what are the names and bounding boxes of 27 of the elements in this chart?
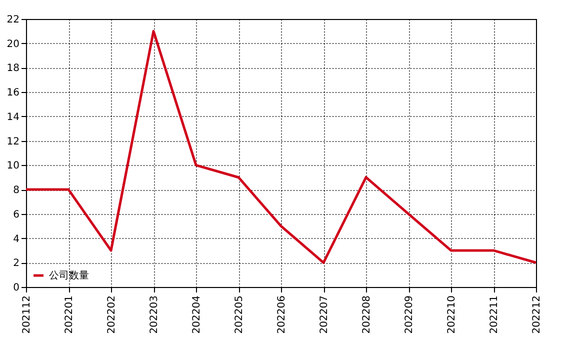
x-tick-label: 202209 bbox=[404, 296, 415, 334]
y-tick-label: 12 bbox=[6, 136, 20, 148]
x-tick-label: 202206 bbox=[276, 296, 288, 334]
legend-label: 公司数量 bbox=[49, 270, 89, 282]
x-tick-label: 202211 bbox=[489, 296, 500, 334]
y-tick-label: 20 bbox=[6, 38, 20, 50]
x-tick-label: 202210 bbox=[446, 296, 458, 334]
x-tick-label: 202212 bbox=[532, 296, 542, 334]
y-tick-label: 18 bbox=[6, 63, 20, 74]
y-tick-label: 22 bbox=[6, 14, 20, 26]
x-tick-label: 202202 bbox=[106, 296, 118, 334]
y-tick-label: 14 bbox=[6, 112, 20, 123]
line-series bbox=[24, 30, 538, 264]
y-tick-label: 2 bbox=[13, 258, 20, 270]
y-tick-label: 0 bbox=[13, 282, 20, 294]
x-tick-label: 202205 bbox=[234, 296, 245, 334]
x-tick-label: 202201 bbox=[64, 296, 75, 334]
x-tick-label: 202207 bbox=[319, 296, 330, 334]
y-tick-label: 6 bbox=[13, 209, 20, 220]
x-tick-label: 202208 bbox=[362, 296, 372, 334]
x-tick-label: 202204 bbox=[192, 296, 202, 334]
y-tick-label: 8 bbox=[13, 185, 20, 196]
x-tick-label: 202112 bbox=[22, 296, 32, 334]
x-tick-label: 202203 bbox=[149, 296, 160, 334]
y-tick-label: 4 bbox=[13, 234, 20, 245]
y-tick-label: 16 bbox=[6, 88, 20, 99]
y-tick-label: 10 bbox=[6, 160, 20, 172]
